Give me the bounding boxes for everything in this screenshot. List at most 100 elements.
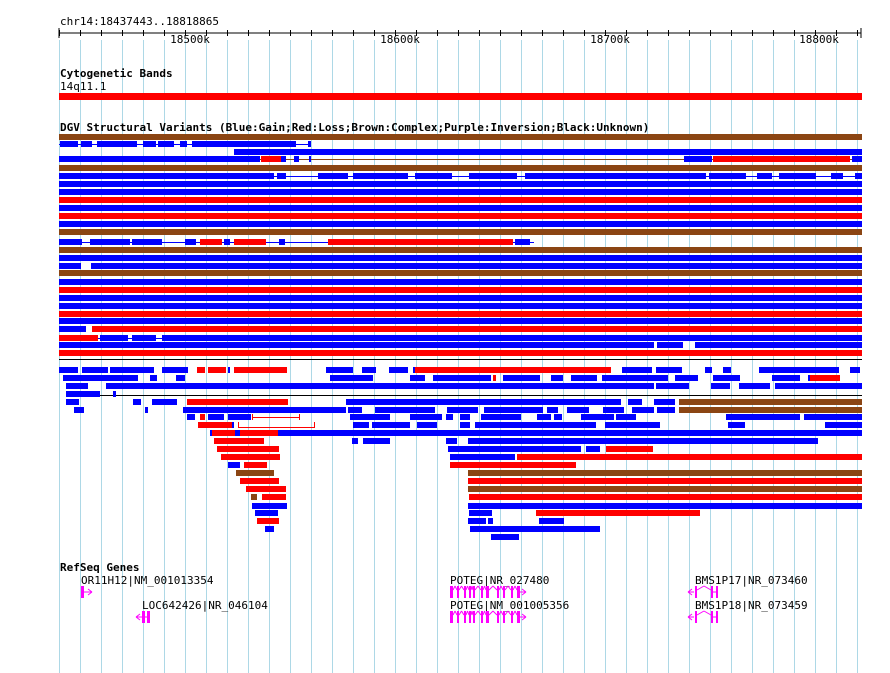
variant-bar: [450, 454, 515, 460]
variant-bar: [281, 156, 286, 162]
variant-bar: [363, 438, 390, 444]
gene-intron: [504, 610, 509, 616]
variant-bar: [66, 399, 79, 405]
gene-strand-arrow: [521, 588, 527, 593]
gene-exon: [450, 611, 453, 623]
variant-bar: [372, 422, 410, 428]
variant-bar: [176, 375, 185, 381]
variant-bar: [66, 383, 88, 389]
variant-bar: [217, 446, 279, 452]
variant-bar: [353, 173, 408, 179]
gene-intron: [477, 610, 482, 616]
gene-exon: [457, 586, 459, 598]
variant-bar: [536, 510, 700, 516]
gene-intron: [454, 585, 458, 591]
variant-bar: [200, 414, 205, 420]
variant-bar: [228, 462, 240, 468]
gene-exon: [142, 611, 145, 623]
variant-bar: [200, 239, 222, 245]
gene-label-or11h12[interactable]: OR11H12|NM_001013354: [81, 574, 214, 587]
variant-bar: [214, 438, 264, 444]
variant-bar: [255, 510, 278, 516]
variant-bar: [265, 526, 274, 532]
gene-exon: [481, 586, 483, 598]
variant-bar: [362, 367, 376, 373]
gene-intron: [484, 585, 487, 591]
gene-exon: [711, 611, 713, 623]
variant-bar: [59, 213, 862, 219]
variant-bar: [59, 229, 862, 235]
variant-bar: [66, 391, 100, 397]
variant-bar: [59, 335, 98, 341]
gene-label-bms1p18[interactable]: BMS1P18|NR_073459: [695, 599, 808, 612]
gene-intron: [696, 585, 705, 591]
cytoband-bar[interactable]: [59, 93, 862, 100]
gene-label-bms1p17[interactable]: BMS1P17|NR_073460: [695, 574, 808, 587]
variant-bar: [92, 326, 862, 332]
variant-bar: [198, 422, 232, 428]
gene-exon: [464, 586, 466, 598]
variant-bar: [551, 375, 563, 381]
variant-bar: [279, 239, 285, 245]
variant-bar: [468, 470, 862, 476]
ruler-tick-18700k: 18700k: [590, 33, 630, 46]
gene-exon: [473, 611, 475, 623]
variant-bar: [234, 239, 266, 245]
variant-bar: [90, 239, 130, 245]
variant-bar: [460, 422, 470, 428]
variant-bar: [262, 494, 286, 500]
variant-bar: [410, 375, 425, 381]
variant-bar: [433, 375, 491, 381]
gene-intron: [452, 585, 456, 591]
variant-bar: [468, 518, 486, 524]
variant-bar: [602, 375, 668, 381]
variant-bar: [238, 422, 239, 428]
gene-label-poteg-nr[interactable]: POTEG|NR_027480: [450, 574, 550, 587]
gene-intron: [458, 610, 462, 616]
variant-bar: [491, 534, 519, 540]
region-label: chr14:18437443..18818865: [60, 15, 219, 28]
gene-intron: [467, 610, 470, 616]
gene-intron: [458, 585, 462, 591]
variant-bar: [63, 375, 138, 381]
variant-bar: [515, 239, 530, 245]
variant-bar: [59, 189, 862, 195]
gene-exon: [481, 611, 483, 623]
variant-bar: [221, 454, 280, 460]
variant-bar: [180, 141, 187, 147]
variant-bar: [852, 156, 862, 162]
variant-bar: [567, 407, 589, 413]
variant-bar: [59, 181, 862, 187]
variant-bar: [675, 375, 698, 381]
variant-bar: [779, 173, 816, 179]
variant-bar: [59, 279, 862, 285]
gene-exon: [503, 586, 505, 598]
variant-bar: [469, 510, 492, 516]
variant-bar: [228, 414, 251, 420]
variant-bar: [246, 486, 286, 492]
variant-bar: [162, 335, 862, 341]
variant-bar: [162, 367, 188, 373]
gene-label-poteg-nm[interactable]: POTEG|NM_001005356: [450, 599, 570, 612]
gene-label-loc642426[interactable]: LOC642426|NR_046104: [142, 599, 268, 612]
variant-bar: [59, 239, 82, 245]
variant-bar: [244, 462, 267, 468]
variant-bar: [537, 414, 551, 420]
variant-bar: [158, 141, 174, 147]
variant-bar: [59, 295, 862, 301]
gene-intron: [474, 585, 479, 591]
dgv-track-title: DGV Structural Variants (Blue:Gain;Red:L…: [60, 121, 650, 134]
gene-intron: [461, 585, 465, 591]
variant-bar: [228, 367, 230, 373]
gene-intron: [696, 610, 705, 616]
gene-strand-arrow: [687, 616, 693, 621]
gene-exon: [511, 611, 513, 623]
gene-intron: [471, 610, 474, 616]
gene-intron: [492, 585, 498, 591]
variant-bar: [59, 270, 862, 276]
variant-bar: [581, 414, 614, 420]
variant-bar: [59, 326, 86, 332]
